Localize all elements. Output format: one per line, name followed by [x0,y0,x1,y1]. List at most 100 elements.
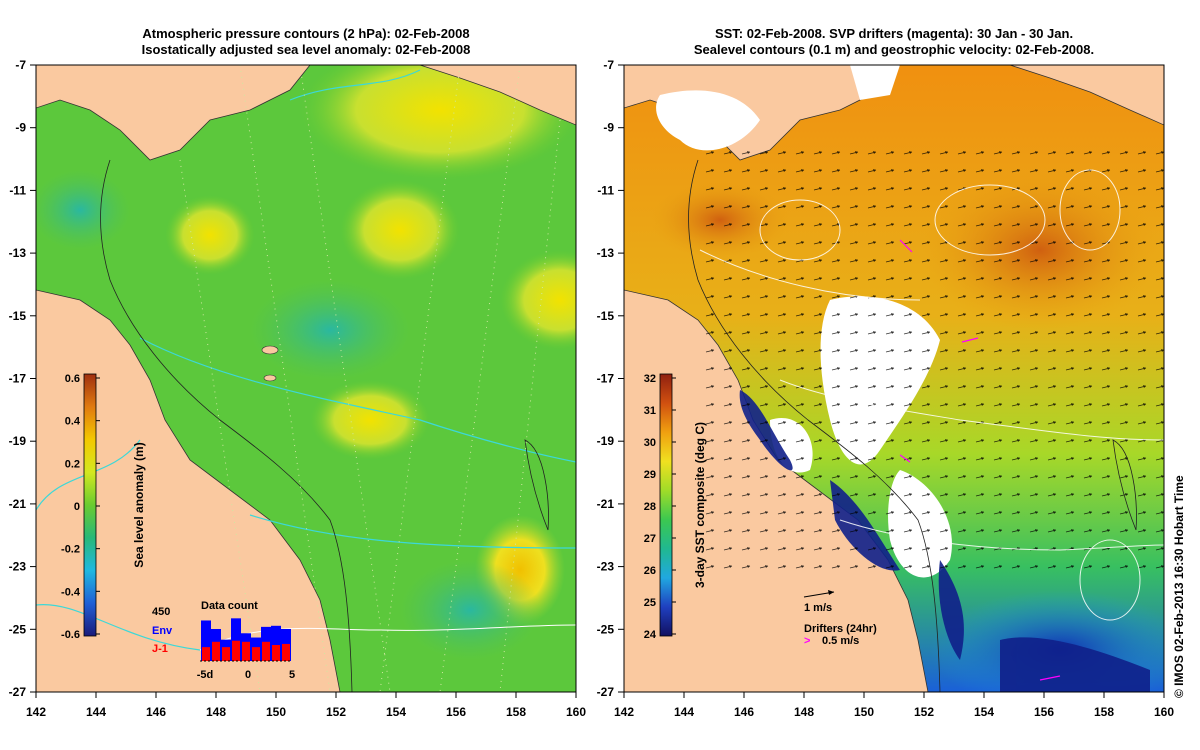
data-count-inset: Data count 450 Env J-1 -5d 0 5 [152,600,295,681]
colorbar-tick-label: 0 [74,501,80,513]
y-tick-label: -13 [9,246,27,260]
drifters-legend: Drifters (24hr) > 0.5 m/s [804,623,877,647]
y-tick-label: -25 [597,622,615,636]
colorbar-tick-label: -0.2 [61,544,80,556]
j1-count-bar [282,643,290,661]
right-title-line1: SST: 02-Feb-2008. SVP drifters (magenta)… [714,26,1074,41]
y-tick-label: -19 [9,434,27,448]
drifters-legend-label: Drifters (24hr) [804,623,877,635]
env-count-bar [271,625,281,661]
right-y-axis: -7 -9 -11 -13 -15 -17 -19 -21 -23 -25 -27 [597,58,624,699]
x-tick-label: 144 [86,705,106,719]
y-tick-label: -15 [597,309,615,323]
j1-count-bar [262,641,270,661]
count-tick-label: -5d [197,669,214,681]
j1-label: J-1 [152,643,168,655]
colorbar-tick-label: 29 [644,469,656,481]
y-tick-label: -9 [15,121,26,135]
j1-count-bar [212,641,220,661]
count-tick-label: 0 [245,669,251,681]
y-tick-label: -21 [597,497,615,511]
x-tick-label: 160 [566,705,586,719]
right-x-axis: 142 144 146 148 150 152 154 156 158 160 [614,692,1174,719]
j1-count-bar [272,645,280,661]
left-y-axis: -7 -9 -11 -13 -15 -17 -19 -21 -23 -25 -27 [9,58,36,699]
left-land-new-guinea [36,65,311,161]
drifter-tracks [899,239,1061,681]
j1-count-bar [202,647,210,661]
colorbar-tick-label: 0.4 [65,416,81,428]
colorbar-tick-label: 25 [644,597,656,609]
colorbar-tick-label: 30 [644,437,656,449]
velocity-legend: 1 m/s [803,590,835,614]
x-tick-label: 156 [446,705,466,719]
colorbar-tick-label: 31 [644,405,656,417]
x-tick-label: 148 [794,705,814,719]
j1-count-bar [222,647,230,661]
data-count-max: 450 [152,606,170,618]
env-count-bar [231,618,241,661]
colorbar-tick-label: -0.4 [61,586,81,598]
y-tick-label: -19 [597,434,615,448]
y-tick-label: -15 [9,309,27,323]
left-map-title: Atmospheric pressure contours (2 hPa): 0… [36,26,576,58]
x-tick-label: 146 [734,705,754,719]
x-tick-label: 150 [266,705,286,719]
y-tick-label: -7 [15,58,26,72]
env-label: Env [152,625,173,637]
colorbar-tick-label: 28 [644,501,656,513]
y-tick-label: -7 [603,58,614,72]
right-map-title: SST: 02-Feb-2008. SVP drifters (magenta)… [624,26,1164,58]
colorbar-tick-label: 0.2 [65,458,80,470]
colorbar-tick-label: 0.6 [65,373,80,385]
colorbar-tick-label: 32 [644,373,656,385]
j1-count-bar [252,647,260,661]
sea-level-anomaly-map: 142 144 146 148 150 152 154 156 158 160 -7 -9 -11 -1… [9,58,587,719]
x-tick-label: 152 [326,705,346,719]
x-tick-label: 152 [914,705,934,719]
left-x-axis: 142 144 146 148 150 152 154 156 158 160 [26,692,586,719]
x-tick-label: 150 [854,705,874,719]
sea-level-colorbar: 0.6 0.4 0.2 0 -0.2 -0.4 -0.6 Sea level anomaly… [61,373,146,641]
x-tick-label: 158 [1094,705,1114,719]
count-tick-label: 5 [289,669,295,681]
y-tick-label: -23 [597,560,615,574]
colorbar-tick-label: 27 [644,533,656,545]
right-title-line2: Sealevel contours (0.1 m) and geostrophi… [693,42,1095,57]
colorbar-tick-label: -0.6 [61,629,80,641]
left-title-line2: Isostatically adjusted sea level anomaly… [141,42,471,57]
x-tick-label: 144 [674,705,694,719]
env-count-bar [201,620,211,661]
colorbar-tick-label: 24 [644,629,657,641]
left-land-australia [36,289,341,692]
drifter-legend-arrow: > [804,635,810,647]
sea-level-colorbar-label: Sea level anomaly (m) [132,442,146,567]
y-tick-label: -17 [597,372,615,386]
colorbar-tick-label: 26 [644,565,656,577]
y-tick-label: -27 [597,685,615,699]
x-tick-label: 154 [386,705,406,719]
x-tick-label: 154 [974,705,994,719]
x-tick-label: 146 [146,705,166,719]
x-tick-label: 158 [506,705,526,719]
left-title-line1: Atmospheric pressure contours (2 hPa): 0… [142,26,470,41]
copyright-notice: © IMOS 02-Feb-2013 16:30 Hobart Time [1172,475,1186,698]
x-tick-label: 148 [206,705,226,719]
j1-count-bar [232,640,240,661]
drifters-speed-label: 0.5 m/s [822,635,859,647]
y-tick-label: -11 [9,183,26,197]
x-tick-label: 160 [1154,705,1174,719]
y-tick-label: -23 [9,560,27,574]
sst-colorbar-label: 3-day SST composite (deg C) [693,422,707,588]
data-count-title: Data count [201,600,258,612]
sst-colorbar: 32 31 30 29 28 27 26 25 24 3-day SST composite (… [644,373,707,641]
velocity-legend-label: 1 m/s [804,602,832,614]
x-tick-label: 142 [614,705,634,719]
y-tick-label: -9 [603,121,614,135]
x-tick-label: 156 [1034,705,1054,719]
x-tick-label: 142 [26,705,46,719]
y-tick-label: -11 [597,183,614,197]
y-tick-label: -17 [9,372,27,386]
j1-count-bar [242,641,250,661]
